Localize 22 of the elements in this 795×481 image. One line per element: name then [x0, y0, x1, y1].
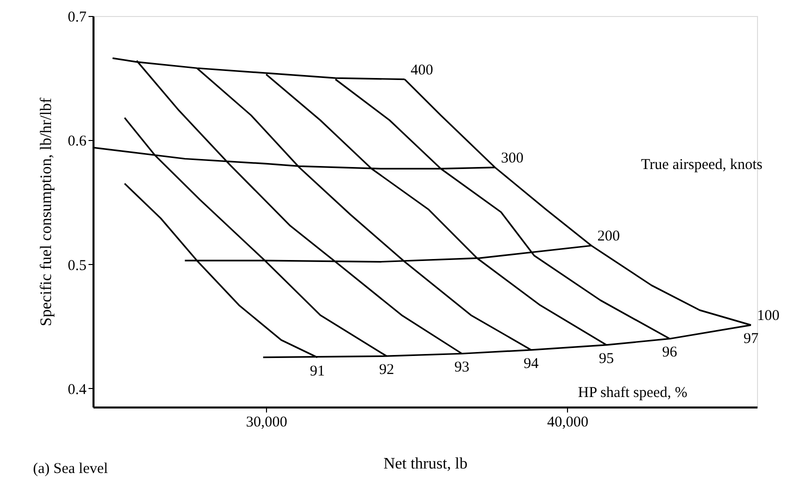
x-axis-title: Net thrust, lb: [384, 456, 468, 472]
annotation: True airspeed, knots: [641, 157, 763, 173]
y-axis-title: Specific fuel consumption, lb/hr/lbf: [38, 97, 55, 326]
series-label: 96: [662, 344, 678, 361]
annotation: HP shaft speed, %: [578, 385, 688, 401]
y-tick-label: 0.6: [68, 134, 87, 150]
series-label: 200: [597, 228, 620, 245]
series-label: 300: [501, 150, 524, 166]
series-label: 100: [756, 308, 780, 324]
y-tick-label: 0.7: [68, 10, 87, 26]
series-label: 94: [524, 356, 540, 372]
x-tick-label: 40,000: [547, 414, 588, 430]
series-label: 92: [379, 362, 394, 378]
y-tick-label: 0.5: [68, 258, 86, 274]
series-label: 400: [410, 62, 434, 78]
series-label: 95: [598, 350, 614, 367]
text: (a) Sea level: [33, 461, 108, 477]
series-label: 91: [310, 363, 325, 380]
series-label: 97: [743, 331, 759, 348]
series-label: 93: [454, 360, 470, 376]
y-tick-label: 0.4: [68, 382, 87, 398]
x-tick-label: 30,000: [246, 414, 288, 430]
